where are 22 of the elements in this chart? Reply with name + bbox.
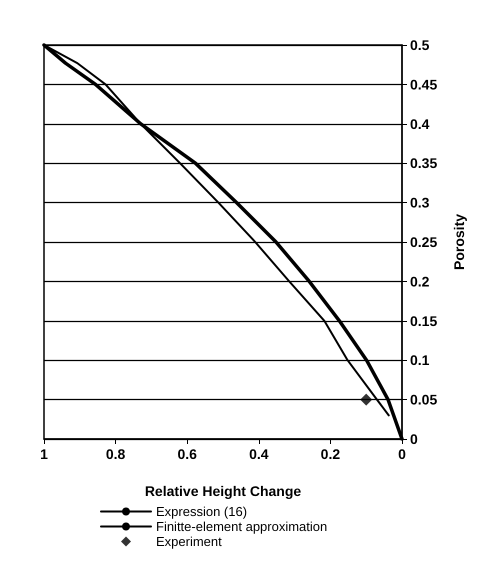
y-tick-label: 0.2 bbox=[410, 273, 430, 290]
y-tick-label: 0 bbox=[410, 431, 418, 447]
legend-label: Finitte-element approximation bbox=[156, 519, 328, 534]
y-tick-label: 0.35 bbox=[410, 155, 438, 172]
x-tick-label: 0.4 bbox=[249, 446, 269, 462]
x-axis-title: Relative Height Change bbox=[144, 483, 302, 499]
y-tick-label: 0.1 bbox=[410, 352, 430, 368]
x-tick-label: 0.6 bbox=[177, 446, 198, 462]
y-tick-label: 0.3 bbox=[410, 194, 430, 211]
x-tick-label: 1 bbox=[40, 446, 48, 462]
legend-label: Experiment bbox=[156, 534, 222, 549]
y-tick-label: 0.5 bbox=[410, 37, 430, 53]
y-tick-label: 0.15 bbox=[410, 312, 438, 329]
y-tick-label: 0.05 bbox=[410, 392, 438, 408]
x-tick-label: 0 bbox=[398, 446, 406, 462]
y-axis-title: Porosity bbox=[451, 214, 467, 270]
x-tick-label: 0.8 bbox=[106, 446, 126, 462]
x-tick-label: 0.2 bbox=[320, 446, 340, 462]
y-tick-label: 0.45 bbox=[410, 76, 438, 92]
legend-label: Expression (16) bbox=[156, 504, 248, 519]
y-tick-label: 0.4 bbox=[410, 116, 430, 132]
y-tick-label: 0.25 bbox=[410, 234, 438, 250]
